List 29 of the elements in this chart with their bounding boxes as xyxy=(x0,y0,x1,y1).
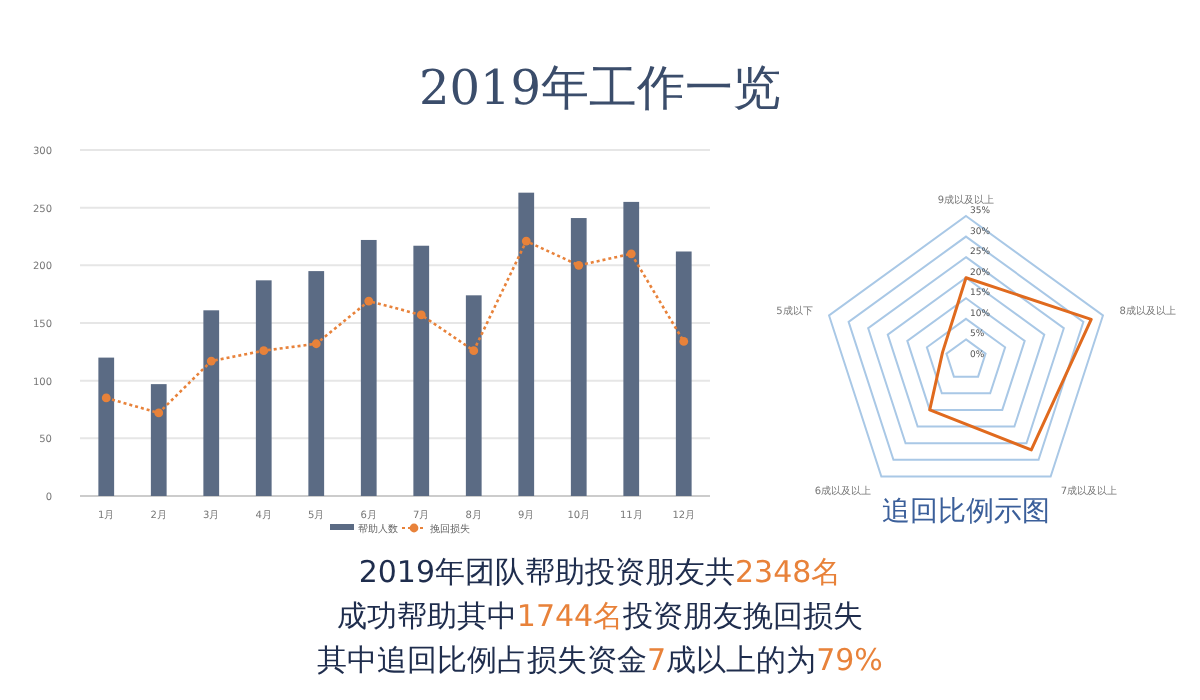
text: 成功帮助其中1744名投资朋友挽回损失 xyxy=(336,598,864,634)
bar xyxy=(518,192,535,496)
bar xyxy=(98,357,115,496)
bar xyxy=(675,251,692,496)
text: 2019年团队帮助投资朋友共2348名 xyxy=(358,554,842,590)
bar xyxy=(465,295,482,496)
point xyxy=(206,356,216,366)
point xyxy=(259,346,269,356)
bar xyxy=(360,239,377,496)
point xyxy=(364,296,374,306)
point xyxy=(416,310,426,320)
point xyxy=(469,346,479,356)
text: 其中追回比例占损失资金7成以上的为79% xyxy=(317,642,883,678)
bar xyxy=(413,245,430,496)
point xyxy=(574,260,584,270)
bar xyxy=(203,310,220,496)
point xyxy=(626,249,636,259)
bar xyxy=(150,384,167,496)
point xyxy=(311,339,321,349)
text: 追回比例示图 xyxy=(882,496,1050,528)
point xyxy=(154,408,164,418)
bar xyxy=(308,271,325,496)
bar xyxy=(623,201,640,496)
bar xyxy=(570,218,587,496)
chart-title: 2019年工作一览 xyxy=(418,60,782,116)
point xyxy=(101,393,111,403)
bar xyxy=(255,280,272,496)
point xyxy=(521,236,531,246)
point xyxy=(679,337,689,346)
